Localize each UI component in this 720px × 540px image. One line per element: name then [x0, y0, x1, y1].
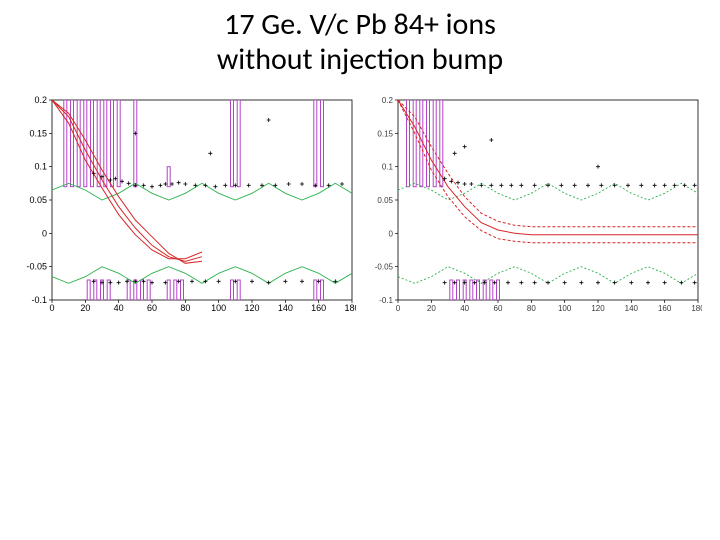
svg-text:-0.1: -0.1 — [379, 296, 393, 305]
svg-text:0.2: 0.2 — [382, 96, 394, 105]
svg-text:60: 60 — [494, 304, 503, 313]
slide: 17 Ge. V/c Pb 84+ ions without injection… — [0, 0, 720, 540]
svg-text:60: 60 — [147, 303, 157, 313]
svg-text:0.05: 0.05 — [377, 196, 393, 205]
svg-text:100: 100 — [558, 304, 572, 313]
svg-text:20: 20 — [427, 304, 436, 313]
svg-text:120: 120 — [244, 303, 259, 313]
svg-text:40: 40 — [114, 303, 124, 313]
svg-text:0.15: 0.15 — [377, 129, 393, 138]
svg-text:-0.05: -0.05 — [375, 263, 394, 272]
svg-text:160: 160 — [658, 304, 672, 313]
svg-text:140: 140 — [625, 304, 639, 313]
charts-row: 0 20 40 60 80 100 120 140 160 180 -0.1 -0.05 0 0.05 0.… — [18, 96, 702, 316]
chart-left: 0 20 40 60 80 100 120 140 160 180 -0.1 -0.05 0 0.05 0.… — [18, 96, 356, 316]
svg-text:0.05: 0.05 — [29, 195, 47, 205]
svg-text:0: 0 — [396, 304, 401, 313]
svg-text:20: 20 — [80, 303, 90, 313]
svg-text:0: 0 — [42, 228, 47, 238]
svg-text:40: 40 — [460, 304, 469, 313]
svg-text:180: 180 — [691, 304, 702, 313]
svg-text:-0.05: -0.05 — [26, 262, 47, 272]
svg-text:0.1: 0.1 — [34, 162, 47, 172]
svg-text:0.1: 0.1 — [382, 163, 394, 172]
svg-text:0: 0 — [49, 303, 54, 313]
chart-right: 0 20 40 60 80 100 120 140 160 180 -0.1 -0.05 0 0.05 0.… — [364, 96, 702, 316]
svg-text:100: 100 — [211, 303, 226, 313]
svg-text:180: 180 — [344, 303, 356, 313]
slide-title: 17 Ge. V/c Pb 84+ ions without injection… — [0, 8, 720, 77]
svg-text:80: 80 — [180, 303, 190, 313]
svg-text:0.2: 0.2 — [34, 96, 47, 105]
svg-text:120: 120 — [591, 304, 605, 313]
title-line-2: without injection bump — [217, 41, 503, 78]
svg-text:160: 160 — [311, 303, 326, 313]
title-line-1: 17 Ge. V/c Pb 84+ ions — [224, 6, 496, 43]
svg-text:140: 140 — [278, 303, 293, 313]
svg-text:80: 80 — [527, 304, 536, 313]
svg-text:0.15: 0.15 — [29, 128, 47, 138]
svg-text:0: 0 — [389, 229, 394, 238]
svg-text:-0.1: -0.1 — [31, 295, 47, 305]
